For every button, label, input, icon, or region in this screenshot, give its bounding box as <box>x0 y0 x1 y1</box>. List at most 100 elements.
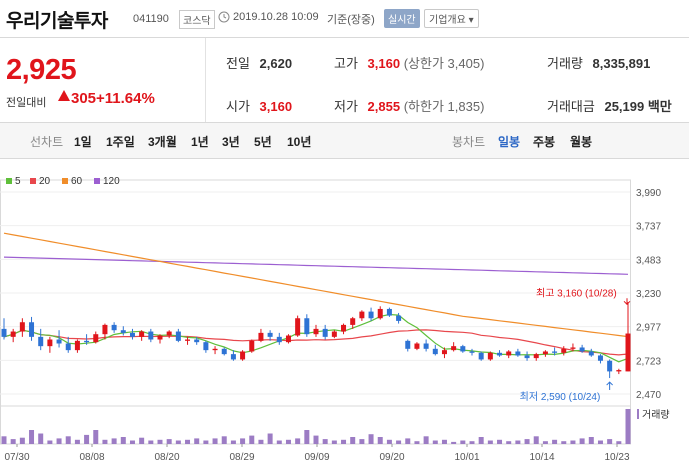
candle-body <box>515 351 521 356</box>
candle-body <box>1 328 7 337</box>
candle-body <box>304 318 310 335</box>
low-annotation: 최저 2,590 (10/24) <box>520 391 601 403</box>
prev-close-label: 전일 <box>226 56 250 71</box>
volume-bar <box>506 441 512 444</box>
volume-bar <box>396 440 402 444</box>
candle-body <box>56 339 62 344</box>
tab-1w[interactable]: 1주일 <box>106 135 135 149</box>
tab-5y[interactable]: 5년 <box>254 135 272 149</box>
volume-bar <box>469 441 475 444</box>
tab-1y[interactable]: 1년 <box>191 135 209 149</box>
low-label: 저가 <box>334 99 358 114</box>
tab-3y[interactable]: 3년 <box>222 135 240 149</box>
candle-body <box>441 350 447 355</box>
volume-bar <box>432 440 438 444</box>
volume-bar <box>579 438 585 444</box>
volume-bar <box>313 435 319 444</box>
open-label: 시가 <box>226 99 250 114</box>
volume-bar <box>524 439 530 444</box>
tab-3m[interactable]: 3개월 <box>148 135 177 149</box>
candle-body <box>588 351 594 356</box>
y-tick-label: 2,977 <box>636 323 661 334</box>
current-price: 2,925 <box>6 54 77 86</box>
tab-monthly-candle[interactable]: 월봉 <box>570 135 593 149</box>
volume-bar <box>258 439 264 444</box>
candle-body <box>341 324 347 332</box>
candle-body <box>175 331 181 341</box>
candle-body <box>93 334 99 343</box>
ma60-line <box>3 232 629 338</box>
volume-bar <box>478 437 484 444</box>
volume-bar <box>129 440 135 444</box>
candle-body <box>258 332 264 341</box>
candle-body <box>423 343 429 349</box>
open-value: 3,160 <box>259 99 293 114</box>
candle-body <box>331 331 337 337</box>
candle-body <box>29 322 35 337</box>
y-tick-label: 3,230 <box>636 289 661 300</box>
candle-body <box>285 335 291 343</box>
x-tick-label: 07/30 <box>4 452 29 463</box>
volume-bar <box>295 438 301 444</box>
candle-body <box>570 347 576 349</box>
volume-bar <box>203 440 209 444</box>
chart-tabs: 선차트 1일 1주일 3개월 1년 3년 5년 10년 봉차트 일봉 주봉 월봉 <box>0 123 689 159</box>
volume-bar <box>487 440 493 444</box>
volume-bar <box>175 440 181 444</box>
volume-bar <box>304 430 310 444</box>
volume-bar <box>552 439 558 444</box>
volume-legend-swatch <box>637 409 639 419</box>
price-change: 305 <box>71 90 97 107</box>
tab-weekly-candle[interactable]: 주봉 <box>533 135 556 149</box>
legend-label: 20 <box>39 176 51 187</box>
amount-label: 거래대금 <box>547 99 595 114</box>
candle-body <box>597 355 603 361</box>
legend-swatch <box>30 178 36 184</box>
volume-bar <box>414 441 420 444</box>
volume-bar <box>157 439 163 444</box>
volume-bar <box>65 436 71 444</box>
volume-bar <box>588 437 594 444</box>
candle-body <box>469 351 475 353</box>
volume-bar <box>597 440 603 444</box>
volume-bar <box>19 437 25 444</box>
company-info-dropdown[interactable]: 기업개요 ▾ <box>424 9 479 28</box>
volume-bar <box>386 439 392 444</box>
candle-body <box>295 318 301 336</box>
candle-body <box>607 360 613 372</box>
candle-body <box>542 351 548 355</box>
realtime-button[interactable]: 실시간 <box>384 9 420 28</box>
volume-bar <box>166 439 172 444</box>
candle-chart-label: 봉차트 <box>452 135 486 149</box>
trade-amount: 거래대금 25,199 백만 <box>547 96 672 115</box>
candle-body <box>148 331 154 340</box>
candle-body <box>313 328 319 335</box>
tab-daily-candle[interactable]: 일봉 <box>498 135 521 149</box>
candle-body <box>139 331 145 337</box>
volume-bar <box>139 437 145 444</box>
candle-body <box>497 352 503 356</box>
volume-bar <box>423 436 429 444</box>
prev-close: 전일 2,620 <box>226 53 292 72</box>
volume-bar <box>405 438 411 444</box>
candle-body <box>47 339 53 347</box>
volume-bar <box>212 438 218 444</box>
volume-bar <box>285 439 291 444</box>
tab-1d[interactable]: 1일 <box>74 135 92 149</box>
candle-body <box>524 355 530 359</box>
tab-10y[interactable]: 10년 <box>287 135 312 149</box>
candle-body <box>625 333 631 372</box>
volume-bar <box>240 438 246 444</box>
candle-body <box>74 340 80 351</box>
high-label: 고가 <box>334 56 358 71</box>
candle-body <box>396 315 402 321</box>
candle-body <box>185 339 191 341</box>
candle-body <box>405 340 411 349</box>
candle-body <box>506 351 512 356</box>
candle-body <box>359 311 365 319</box>
volume-bar <box>542 441 548 444</box>
candle-body <box>166 331 172 336</box>
candle-body <box>377 308 383 319</box>
legend-label: 120 <box>103 176 120 187</box>
volume-bar <box>441 439 447 444</box>
